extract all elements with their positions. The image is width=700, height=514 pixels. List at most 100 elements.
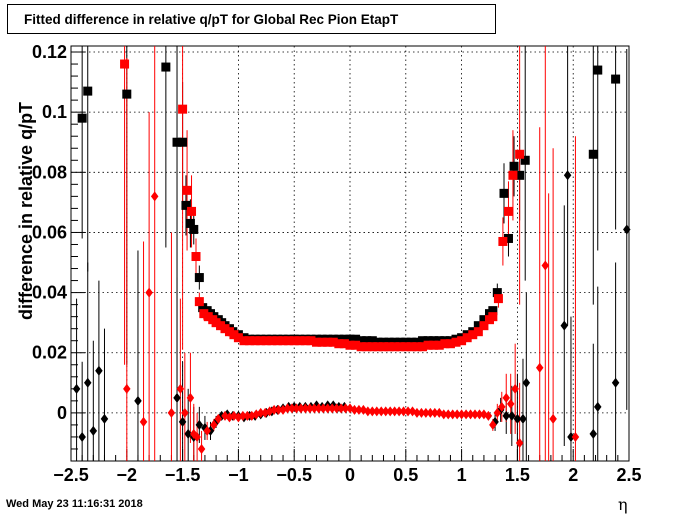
data-point-diamond: [332, 403, 341, 414]
data-point-square: [278, 336, 288, 346]
data-point-square: [515, 170, 525, 180]
data-point-square: [462, 333, 472, 343]
data-point-square: [390, 342, 400, 352]
data-point-square: [312, 337, 322, 347]
y-tick-label: 0.02: [32, 343, 67, 363]
data-point-square: [362, 342, 372, 352]
data-point-diamond: [364, 406, 372, 417]
data-point-diamond: [176, 383, 185, 394]
data-point-square: [412, 342, 422, 352]
y-tick-label: 0.06: [32, 222, 67, 242]
data-point-square: [373, 337, 383, 347]
y-tick-label: 0.1: [42, 102, 67, 122]
data-point-square: [499, 188, 509, 198]
data-point-diamond: [404, 406, 412, 417]
data-point-diamond: [184, 428, 192, 439]
data-markers: [72, 59, 631, 454]
data-point-square: [468, 330, 478, 340]
data-point-diamond: [193, 431, 201, 442]
y-tick-label: 0.12: [32, 42, 67, 62]
data-point-diamond: [350, 404, 359, 415]
data-point-square: [178, 137, 188, 147]
data-point-diamond: [355, 404, 363, 415]
chart-title: Fitted difference in relative q/pT for G…: [24, 12, 399, 27]
data-point-diamond: [381, 406, 390, 417]
data-point-diamond: [83, 377, 92, 388]
data-point-square: [250, 336, 260, 346]
data-point-square: [390, 337, 400, 347]
data-point-square: [423, 336, 433, 346]
data-point-square: [434, 336, 444, 346]
y-tick-label: 0.04: [32, 283, 67, 303]
data-point-square: [239, 336, 249, 346]
data-point-square: [339, 339, 349, 349]
x-tick-label: −0.5: [276, 465, 312, 485]
data-point-diamond: [301, 403, 310, 414]
data-point-square: [445, 339, 455, 349]
data-point-square: [611, 74, 621, 84]
data-point-square: [488, 306, 498, 316]
data-point-square: [351, 334, 361, 344]
data-point-diamond: [519, 413, 527, 424]
data-point-square: [473, 321, 483, 331]
data-point-diamond: [502, 410, 510, 421]
data-point-diamond: [323, 403, 332, 414]
data-point-diamond: [150, 191, 159, 202]
data-point-square: [172, 137, 182, 147]
data-point-diamond: [214, 413, 223, 424]
data-point-diamond: [203, 425, 211, 436]
x-tick-label: 0: [345, 465, 355, 485]
data-point-square: [498, 236, 508, 246]
data-point-diamond: [123, 383, 131, 394]
x-tick-label: 1: [457, 465, 467, 485]
data-point-diamond: [549, 413, 557, 424]
data-point-diamond: [145, 287, 153, 298]
data-point-diamond: [341, 403, 350, 414]
x-tick-label: −2: [117, 465, 138, 485]
data-point-square: [384, 342, 394, 352]
data-point-square: [406, 342, 416, 352]
x-tick-label: −2.5: [53, 465, 89, 485]
data-point-diamond: [489, 419, 497, 430]
data-point-diamond: [422, 407, 430, 418]
data-point-square: [418, 342, 428, 352]
data-point-diamond: [315, 403, 323, 414]
data-point-square: [367, 342, 377, 352]
data-point-diamond: [511, 383, 519, 394]
data-point-square: [508, 170, 518, 180]
data-point-diamond: [471, 409, 479, 420]
data-point-diamond: [506, 398, 515, 409]
data-point-square: [457, 336, 467, 346]
data-point-diamond: [373, 406, 381, 417]
data-point-diamond: [377, 406, 385, 417]
data-point-diamond: [475, 409, 484, 420]
x-tick-label: −1: [228, 465, 249, 485]
data-point-diamond: [395, 406, 403, 417]
data-point-diamond: [319, 403, 327, 414]
x-tick-label: 2: [568, 465, 578, 485]
data-point-diamond: [270, 404, 278, 415]
data-point-diamond: [493, 407, 502, 418]
data-point-square: [181, 200, 191, 210]
data-point-diamond: [508, 410, 516, 421]
data-point-diamond: [484, 410, 493, 421]
data-point-square: [429, 336, 439, 346]
data-point-square: [345, 334, 355, 344]
data-point-diamond: [178, 416, 187, 427]
data-point-square: [182, 185, 192, 195]
y-tick-label: 0.08: [32, 162, 67, 182]
data-point-square: [503, 233, 513, 243]
data-point-square: [189, 224, 199, 234]
x-tick-label: 2.5: [616, 465, 641, 485]
data-point-square: [520, 155, 530, 165]
data-point-square: [77, 113, 87, 123]
data-point-diamond: [623, 224, 631, 235]
data-point-diamond: [256, 407, 265, 418]
data-point-diamond: [368, 406, 377, 417]
data-point-square: [272, 336, 282, 346]
data-point-square: [395, 342, 405, 352]
timestamp-footer: Wed May 23 11:16:31 2018: [6, 498, 143, 510]
data-point-diamond: [186, 392, 195, 403]
data-point-square: [284, 336, 294, 346]
data-point-square: [187, 206, 197, 216]
